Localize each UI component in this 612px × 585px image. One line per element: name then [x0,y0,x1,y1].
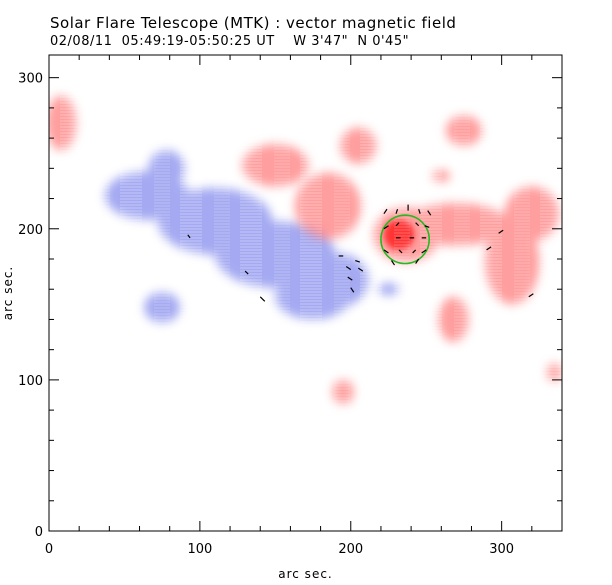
region-circle-layer [380,214,431,265]
field-vector-13 [427,210,432,216]
field-vector-26 [415,258,420,264]
x-tick-label-0: 0 [45,542,53,557]
field-vector-2 [259,296,266,302]
plot-frame [48,54,563,532]
field-vector-5 [347,276,353,281]
vector-layer [187,204,534,302]
field-vector-29 [528,293,534,298]
field-vector-28 [498,229,504,234]
y-tick-label-3: 300 [18,72,43,87]
y-tick-label-1: 100 [18,374,43,389]
field-vector-17 [424,225,430,228]
field-vector-4 [345,266,352,271]
field-vector-24 [421,249,427,254]
field-vector-21 [383,249,389,254]
axes: 0 100 200 300 0 100 200 300 arc sec. arc sec. [1,54,563,581]
y-axis-label: arc sec. [1,266,15,320]
x-axis-label: arc sec. [278,567,332,581]
region-circle [380,214,431,265]
page-subtitle: 02/08/11 05:49:19-05:50:25 UT W 3'47" N … [50,34,410,49]
field-vector-1 [244,270,249,275]
field-vector-6 [350,287,355,293]
scan-streaks [49,55,562,531]
y-tick-label-2: 200 [18,223,43,238]
field-vector-27 [486,246,492,251]
field-vector-25 [391,260,396,266]
field-vector-8 [357,267,364,272]
x-tick-label-2: 200 [338,542,363,557]
field-vector-7 [355,259,361,263]
field-vector-15 [395,222,400,227]
field-vector-16 [415,222,420,227]
field-vector-22 [398,249,403,254]
field-vector-14 [383,225,389,230]
field-vector-12 [418,208,421,214]
field-vector-10 [395,208,399,214]
field-vector-23 [412,249,417,254]
field-vector-9 [383,208,388,214]
field-map [49,55,562,531]
page-title: Solar Flare Telescope (MTK) : vector mag… [50,14,457,32]
field-vector-0 [187,234,191,239]
x-tick-label-1: 100 [187,542,212,557]
x-tick-label-3: 300 [489,542,514,557]
y-tick-label-0: 0 [35,525,43,540]
